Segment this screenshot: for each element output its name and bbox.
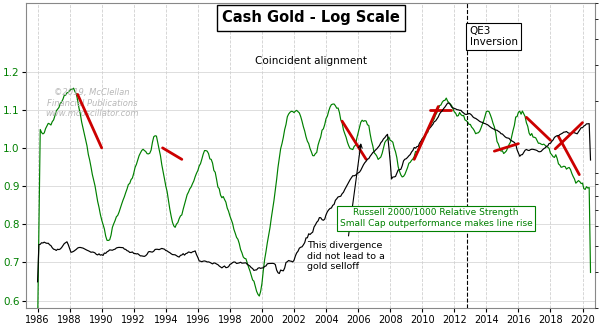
Text: Russell 2000/1000 Relative Strength
Small Cap outperformance makes line rise: Russell 2000/1000 Relative Strength Smal… [340, 209, 532, 228]
Text: Cash Gold - Log Scale: Cash Gold - Log Scale [222, 10, 400, 25]
Text: QE3
Inversion: QE3 Inversion [470, 26, 518, 47]
Text: This divergence
did not lead to a
gold selloff: This divergence did not lead to a gold s… [307, 144, 385, 271]
Text: Coincident alignment: Coincident alignment [255, 56, 367, 66]
Text: ©2019, McClellan
Financial Publications
www.mcoscillator.com: ©2019, McClellan Financial Publications … [45, 88, 139, 118]
